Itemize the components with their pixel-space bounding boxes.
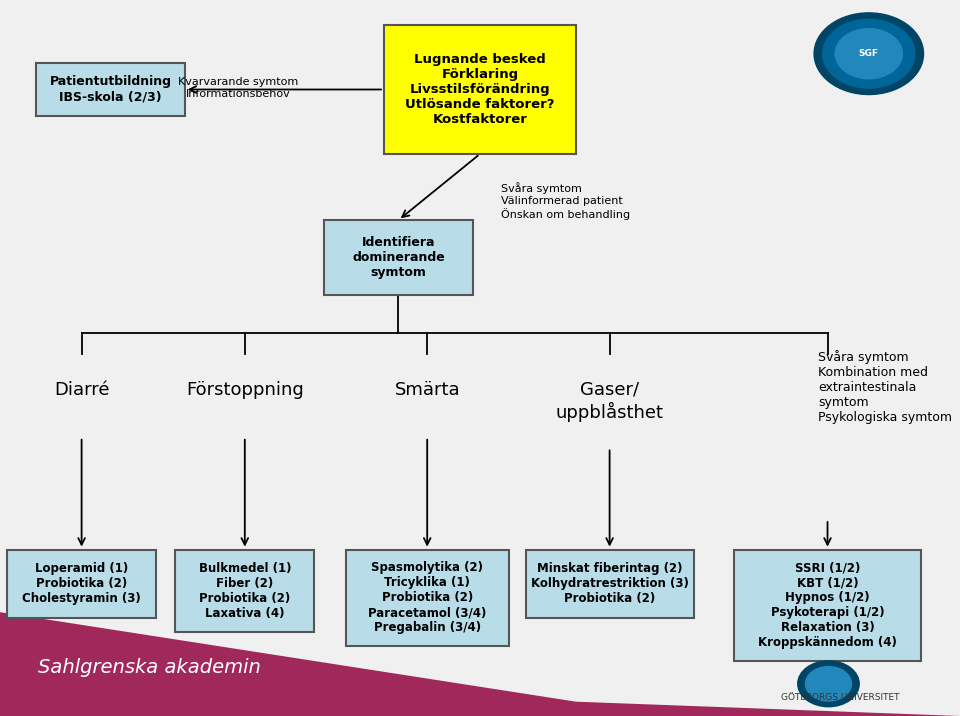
Text: SSRI (1/2)
KBT (1/2)
Hypnos (1/2)
Psykoterapi (1/2)
Relaxation (3)
Kroppskännedo: SSRI (1/2) KBT (1/2) Hypnos (1/2) Psykot…	[758, 561, 897, 649]
Text: Bulkmedel (1)
Fiber (2)
Probiotika (2)
Laxativa (4): Bulkmedel (1) Fiber (2) Probiotika (2) L…	[199, 561, 291, 620]
Text: Spasmolytika (2)
Tricyklika (1)
Probiotika (2)
Paracetamol (3/4)
Pregabalin (3/4: Spasmolytika (2) Tricyklika (1) Probioti…	[368, 561, 487, 634]
FancyBboxPatch shape	[324, 221, 472, 295]
Text: Gaser/
uppblåsthet: Gaser/ uppblåsthet	[556, 380, 663, 422]
Circle shape	[823, 19, 915, 88]
Text: GÖTEBORGS UNIVERSITET: GÖTEBORGS UNIVERSITET	[780, 692, 900, 702]
Text: Identifiera
dominerande
symtom: Identifiera dominerande symtom	[352, 236, 444, 279]
FancyBboxPatch shape	[733, 550, 922, 660]
Text: Patientutbildning
IBS-skola (2/3): Patientutbildning IBS-skola (2/3)	[49, 75, 172, 104]
Text: Lugnande besked
Förklaring
Livsstilsförändring
Utlösande faktorer?
Kostfaktorer: Lugnande besked Förklaring Livsstilsförä…	[405, 53, 555, 126]
FancyBboxPatch shape	[36, 62, 184, 116]
FancyBboxPatch shape	[8, 550, 156, 617]
Text: Loperamid (1)
Probiotika (2)
Cholestyramin (3): Loperamid (1) Probiotika (2) Cholestyram…	[22, 562, 141, 605]
Text: SGF: SGF	[859, 49, 878, 58]
Text: Förstoppning: Förstoppning	[186, 381, 303, 400]
FancyBboxPatch shape	[384, 25, 576, 154]
Text: Svåra symtom
Kombination med
extraintestinala
symtom
Psykologiska symtom: Svåra symtom Kombination med extraintest…	[818, 349, 952, 424]
Circle shape	[835, 29, 902, 79]
FancyBboxPatch shape	[346, 550, 509, 646]
Text: Minskat fiberintag (2)
Kolhydratrestriktion (3)
Probiotika (2): Minskat fiberintag (2) Kolhydratrestrikt…	[531, 562, 688, 605]
Text: Svåra symtom
Välinformerad patient
Önskan om behandling: Svåra symtom Välinformerad patient Önska…	[501, 183, 631, 220]
Text: Diarré: Diarré	[54, 381, 109, 400]
Circle shape	[814, 13, 924, 95]
Circle shape	[805, 667, 852, 701]
Text: Smärta: Smärta	[395, 381, 460, 400]
Polygon shape	[0, 612, 960, 716]
FancyBboxPatch shape	[526, 550, 693, 617]
Text: Kvarvarande symtom
Informationsbehov: Kvarvarande symtom Informationsbehov	[178, 77, 299, 99]
Text: Sahlgrenska akademin: Sahlgrenska akademin	[38, 657, 261, 677]
FancyBboxPatch shape	[175, 550, 315, 632]
Circle shape	[798, 661, 859, 707]
